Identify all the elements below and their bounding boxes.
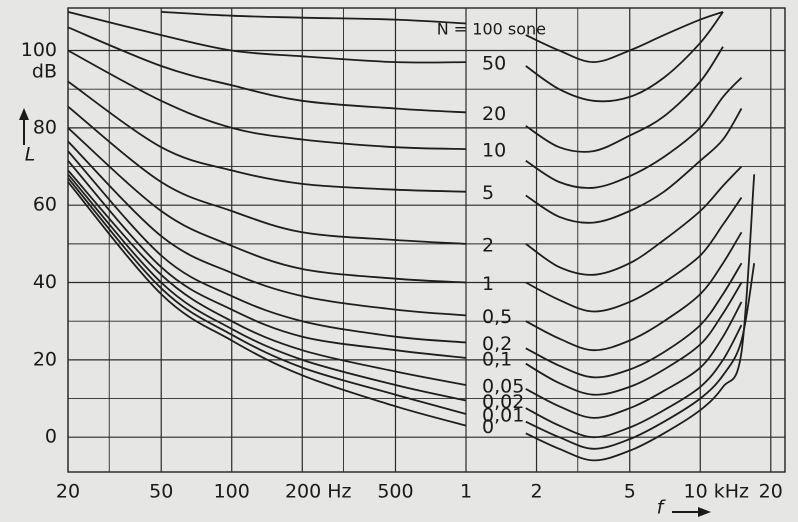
curve-label: 50 — [482, 53, 506, 75]
y-tick-label: 40 — [33, 271, 57, 293]
x-tick-label: 200 Hz — [285, 481, 352, 503]
loudness-curve — [161, 11, 724, 63]
loudness-curve — [68, 177, 756, 450]
loudness-curve — [68, 173, 743, 439]
curve-label: 5 — [482, 182, 494, 204]
curve-label: 0 — [482, 416, 494, 438]
x-tick-label: 2 — [530, 481, 542, 503]
loudness-curve — [68, 127, 743, 313]
x-tick-label: 5 — [624, 481, 636, 503]
curve-label: 0,1 — [482, 348, 512, 370]
loudness-curve — [68, 80, 743, 224]
x-tick-label: 10 kHz — [684, 481, 750, 503]
y-arrow-head — [19, 108, 29, 120]
x-arrow-head — [698, 507, 711, 517]
y-tick-label: 60 — [33, 194, 57, 216]
y-tick-label: 80 — [33, 116, 57, 138]
y-tick-label: 0 — [45, 426, 57, 448]
y-axis-label: L — [25, 144, 36, 166]
plot-area — [68, 8, 785, 472]
loudness-curve — [68, 11, 724, 103]
curve-label: 0,01 — [482, 405, 524, 427]
x-tick-label: 500 — [377, 481, 413, 503]
loudness-curve — [68, 140, 743, 352]
x-tick-label: 1 — [460, 481, 472, 503]
curve-label: N = 100 sone — [437, 20, 546, 39]
curve-label: 0,5 — [482, 306, 512, 328]
curve-label: 0,05 — [482, 376, 524, 398]
curve-label: 0,2 — [482, 333, 512, 355]
curve-label: 20 — [482, 103, 506, 125]
x-tick-label: 20 — [56, 481, 80, 503]
loudness-curve — [68, 169, 743, 419]
loudness-curve — [68, 150, 743, 379]
x-tick-label: 100 — [214, 481, 250, 503]
loudness-curve — [68, 174, 756, 462]
curve-label: 2 — [482, 234, 494, 256]
x-tick-label: 20 — [759, 481, 783, 503]
curve-label: 1 — [482, 273, 494, 295]
loudness-curve — [68, 26, 724, 153]
loudness-curve — [68, 160, 743, 396]
x-tick-label: 50 — [149, 481, 173, 503]
loudness-curve — [68, 49, 743, 189]
y-unit: dB — [32, 61, 57, 83]
curve-label: 10 — [482, 140, 506, 162]
y-tick-label: 100 — [21, 39, 57, 61]
x-axis-label: f — [657, 497, 667, 519]
y-tick-label: 20 — [33, 348, 57, 370]
loudness-curve — [68, 105, 743, 276]
curve-label: 0,02 — [482, 391, 524, 413]
